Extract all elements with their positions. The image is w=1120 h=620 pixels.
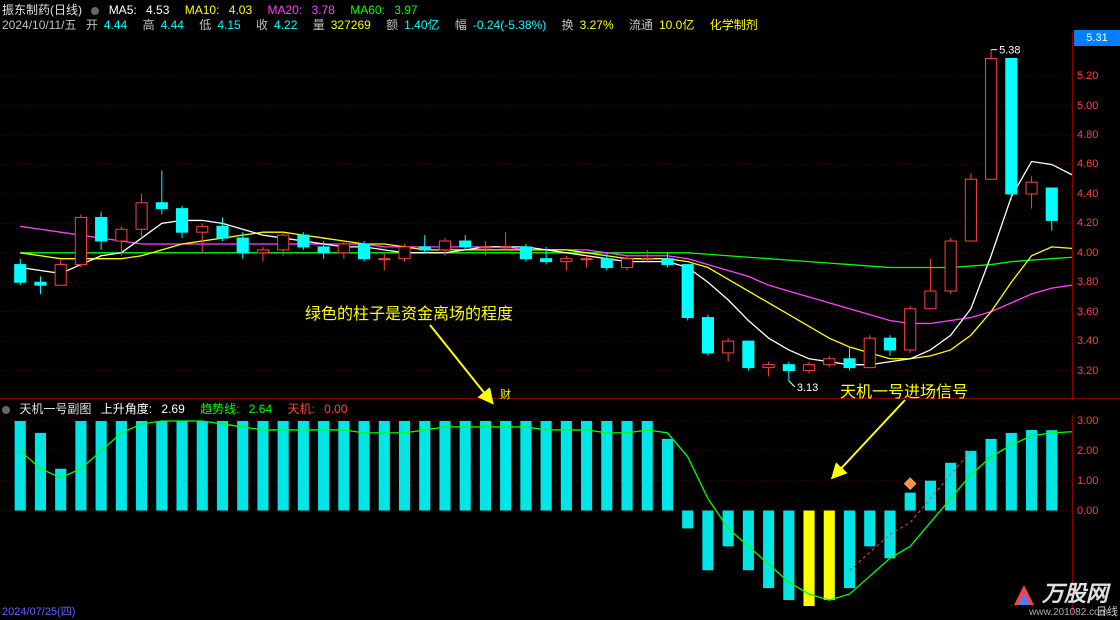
watermark-url: www.201082.com bbox=[1029, 607, 1108, 618]
svg-text:5.38: 5.38 bbox=[999, 45, 1020, 57]
current-price-badge: 5.31 bbox=[1074, 30, 1120, 46]
dot-icon bbox=[91, 7, 99, 15]
header-row-1: 振东制药(日线) MA5: 4.53 MA10: 4.03 MA20: 3.78… bbox=[2, 1, 430, 16]
footer-date: 2024/07/25(四) bbox=[2, 603, 75, 619]
header-row-2: 2024/10/11/五 开4.44 高4.44 低4.15 收4.22 量32… bbox=[2, 16, 764, 31]
sub-header: 天机一号副图 上升角度: 2.69 趋势线: 2.64 天机: 0.00 bbox=[2, 400, 360, 415]
y-axis-main: 5.205.004.804.604.404.204.003.803.603.40… bbox=[1072, 32, 1120, 400]
main-chart[interactable]: 5.38 3.13 bbox=[0, 32, 1072, 400]
annotation-signal: 天机一号进场信号 bbox=[840, 378, 968, 402]
watermark-text: 万股网 bbox=[1012, 576, 1108, 608]
svg-text:3.13: 3.13 bbox=[797, 382, 818, 394]
stock-name: 振东制药(日线) bbox=[2, 3, 82, 17]
dot-icon bbox=[2, 406, 10, 414]
sub-chart[interactable] bbox=[0, 415, 1072, 615]
annotation-cai: 财 bbox=[500, 386, 511, 402]
annotation-green-bar: 绿色的柱子是资金离场的程度 bbox=[305, 300, 513, 324]
